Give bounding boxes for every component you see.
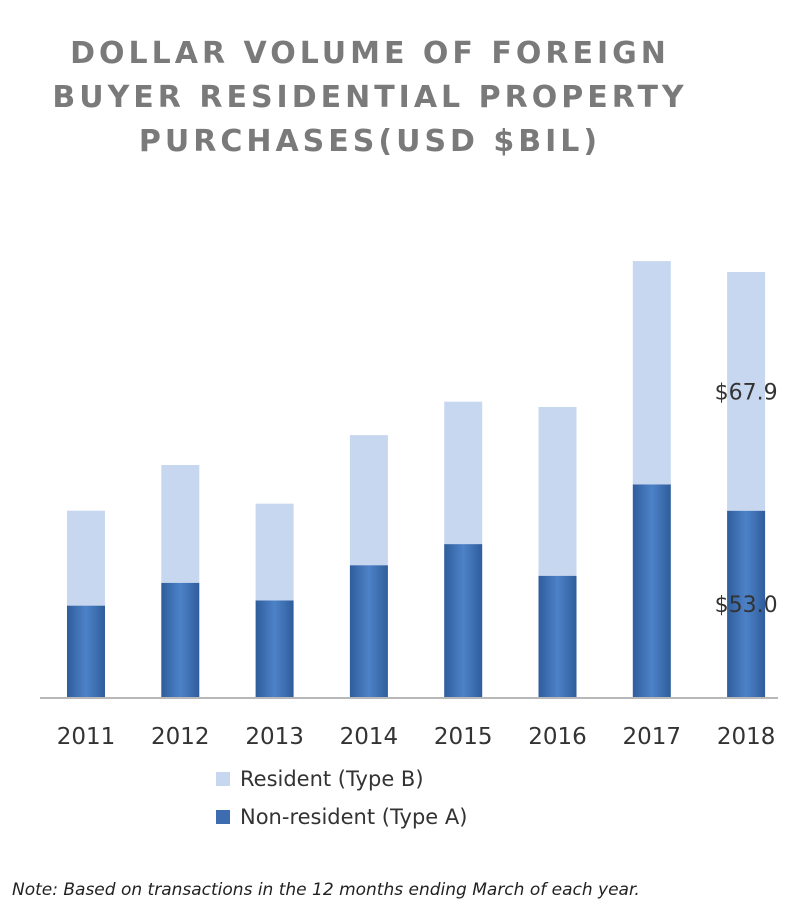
- data-labels: $67.9 $53.0: [715, 380, 778, 618]
- bar-non-resident-2014: [349, 565, 388, 697]
- chart-title: DOLLAR VOLUME OF FOREIGN BUYER RESIDENTI…: [40, 32, 700, 164]
- bar-non-resident-2016: [538, 575, 577, 697]
- legend-label-non-resident: Non-resident (Type A): [240, 805, 468, 829]
- legend-swatch-non-resident: [216, 810, 230, 824]
- data-label-2018-resident: $67.9: [715, 380, 778, 405]
- data-label-2018-non-resident: $53.0: [715, 593, 778, 618]
- bar-non-resident-2013: [255, 600, 294, 697]
- bar-non-resident-2011: [67, 605, 105, 697]
- footnote: Note: Based on transactions in the 12 mo…: [12, 880, 640, 900]
- chart-title-line: PURCHASES(USD $BIL): [138, 124, 602, 159]
- legend-item-non-resident: Non-resident (Type A): [216, 798, 467, 836]
- bar-non-resident-2012: [161, 582, 200, 697]
- bar-non-resident-2017: [632, 484, 671, 697]
- bar-resident-2015: [444, 401, 483, 545]
- x-tick-label-2017: 2017: [623, 724, 682, 750]
- x-tick-label-2011: 2011: [57, 724, 116, 750]
- x-tick-label-2012: 2012: [151, 724, 210, 750]
- bars-group: [67, 261, 766, 697]
- bar-resident-2014: [349, 435, 388, 566]
- bar-resident-2017: [632, 261, 671, 485]
- legend-label-resident: Resident (Type B): [240, 767, 424, 791]
- bar-resident-2016: [538, 406, 577, 576]
- bar-non-resident-2018: [727, 510, 766, 697]
- legend-item-resident: Resident (Type B): [216, 760, 467, 798]
- bar-resident-2013: [255, 503, 294, 601]
- x-tick-label-2015: 2015: [434, 724, 493, 750]
- x-tick-label-2018: 2018: [717, 724, 776, 750]
- legend: Resident (Type B) Non-resident (Type A): [216, 760, 467, 836]
- bar-resident-2018: [727, 271, 766, 511]
- x-tick-label-2016: 2016: [528, 724, 587, 750]
- chart-title-line: DOLLAR VOLUME OF FOREIGN: [70, 36, 670, 71]
- bar-non-resident-2015: [444, 544, 483, 697]
- x-tick-label-2013: 2013: [245, 724, 304, 750]
- legend-swatch-resident: [216, 772, 230, 786]
- x-tick-labels: 2011 2012 2013 2014 2015 2016 2017 2018: [57, 724, 776, 750]
- bar-resident-2012: [161, 464, 200, 583]
- bar-resident-2011: [67, 510, 105, 606]
- x-tick-label-2014: 2014: [340, 724, 399, 750]
- chart-title-line: BUYER RESIDENTIAL PROPERTY: [52, 80, 688, 115]
